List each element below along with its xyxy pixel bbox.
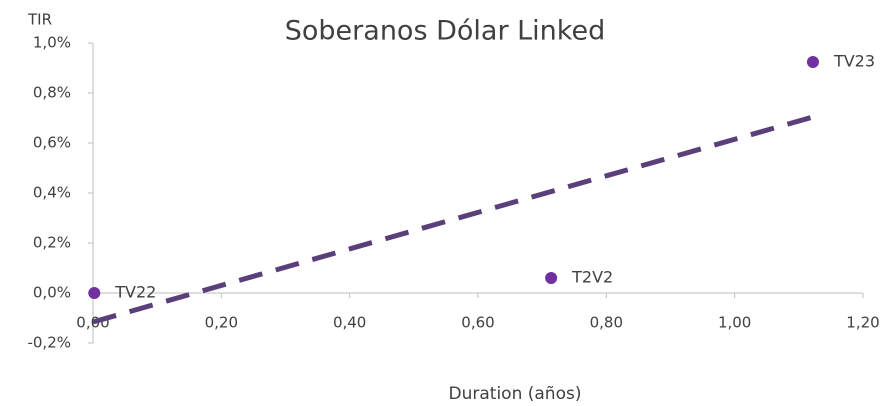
y-tick-label: 0,2%: [33, 234, 71, 252]
point-label: TV22: [114, 283, 156, 302]
point-label: T2V2: [571, 268, 613, 287]
x-tick-label: 0,40: [333, 314, 366, 332]
x-tick-label: 1,00: [718, 314, 751, 332]
y-axis-title: TIR: [27, 11, 52, 29]
trendline: [92, 114, 814, 325]
y-tick-label: 0,4%: [33, 184, 71, 202]
point: [545, 272, 558, 284]
x-tick-label: 0,80: [590, 314, 623, 332]
y-tick-label: 0,6%: [33, 134, 71, 152]
y-tick-label: -0,2%: [27, 334, 71, 352]
point: [88, 287, 101, 299]
chart-title: Soberanos Dólar Linked: [285, 16, 605, 47]
point-label: TV23: [833, 52, 875, 71]
x-axis-title: Duration (años): [449, 384, 582, 404]
y-tick-label: 1,0%: [33, 34, 71, 52]
x-tick-label: 0,20: [205, 314, 238, 332]
x-tick-label: 1,20: [846, 314, 879, 332]
y-tick-label: 0,8%: [33, 84, 71, 102]
y-tick-label: 0,0%: [33, 284, 71, 302]
x-tick-label: 0,60: [461, 314, 494, 332]
point: [806, 56, 819, 68]
